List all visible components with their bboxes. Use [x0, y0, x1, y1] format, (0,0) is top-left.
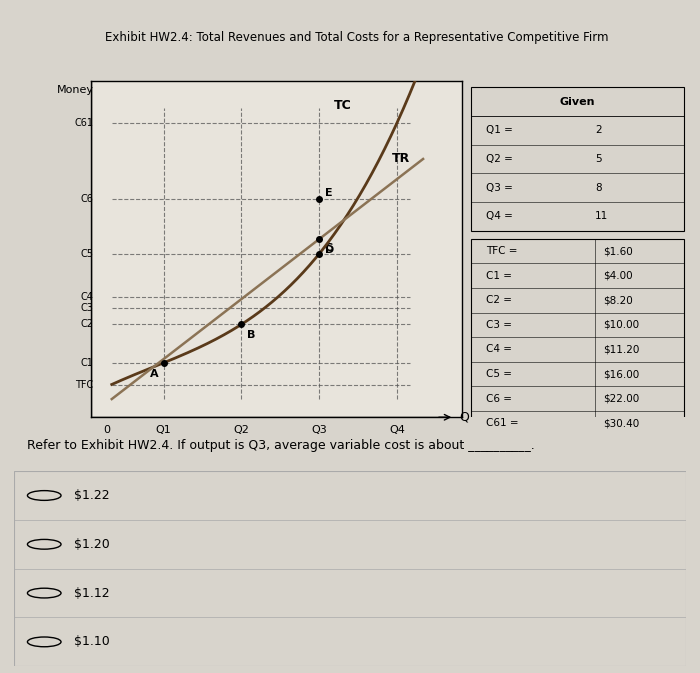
Text: C4: C4: [80, 292, 94, 302]
Text: TC: TC: [334, 99, 351, 112]
Text: Q4: Q4: [389, 425, 405, 435]
Text: $1.22: $1.22: [74, 489, 110, 502]
Text: $8.20: $8.20: [603, 295, 634, 306]
Text: 2: 2: [595, 125, 601, 135]
Text: D: D: [325, 245, 334, 255]
Text: 8: 8: [595, 182, 601, 192]
Text: Q: Q: [459, 411, 469, 424]
Text: Q1: Q1: [156, 425, 172, 435]
Text: C: C: [325, 243, 333, 253]
Text: $1.60: $1.60: [603, 246, 634, 256]
Text: 0: 0: [103, 425, 110, 435]
Text: 11: 11: [595, 211, 608, 221]
Text: $30.40: $30.40: [603, 418, 640, 428]
Text: $1.12: $1.12: [74, 587, 110, 600]
Text: $11.20: $11.20: [603, 345, 640, 355]
Text: Refer to Exhibit HW2.4. If output is Q3, average variable cost is about ________: Refer to Exhibit HW2.4. If output is Q3,…: [27, 439, 536, 452]
Text: C5 =: C5 =: [486, 369, 512, 379]
Text: Q2: Q2: [234, 425, 249, 435]
Text: C4 =: C4 =: [486, 345, 512, 355]
Text: Q1 =: Q1 =: [486, 125, 513, 135]
Text: C5: C5: [80, 248, 94, 258]
Text: TFC: TFC: [76, 380, 94, 390]
Text: Q2 =: Q2 =: [486, 154, 513, 164]
Text: 5: 5: [595, 154, 601, 164]
Text: TR: TR: [392, 151, 410, 165]
Bar: [471, 87, 684, 230]
Text: A: A: [150, 369, 158, 379]
Text: C6 =: C6 =: [486, 394, 512, 404]
Text: C1 =: C1 =: [486, 271, 512, 281]
Text: Exhibit HW2.4: Total Revenues and Total Costs for a Representative Competitive F: Exhibit HW2.4: Total Revenues and Total …: [105, 30, 609, 44]
Text: B: B: [247, 330, 256, 341]
Text: $4.00: $4.00: [603, 271, 634, 281]
Text: C3: C3: [80, 303, 94, 313]
Text: Given: Given: [560, 97, 595, 107]
Text: $22.00: $22.00: [603, 394, 640, 404]
Text: E: E: [325, 188, 332, 199]
Text: C2 =: C2 =: [486, 295, 512, 306]
Text: C3 =: C3 =: [486, 320, 512, 330]
Text: $10.00: $10.00: [603, 320, 640, 330]
Text: Q3: Q3: [312, 425, 327, 435]
Text: Q3 =: Q3 =: [486, 182, 513, 192]
Text: C61: C61: [75, 118, 94, 128]
Text: $16.00: $16.00: [603, 369, 640, 379]
Text: TFC =: TFC =: [486, 246, 518, 256]
Text: Money: Money: [57, 85, 94, 96]
Text: $1.20: $1.20: [74, 538, 110, 551]
Text: C2: C2: [80, 320, 94, 330]
Text: Q4 =: Q4 =: [486, 211, 513, 221]
Text: C61 =: C61 =: [486, 418, 519, 428]
Text: $1.10: $1.10: [74, 635, 110, 648]
Text: C6: C6: [80, 194, 94, 204]
Text: C1: C1: [80, 357, 94, 367]
Bar: [471, 239, 684, 435]
